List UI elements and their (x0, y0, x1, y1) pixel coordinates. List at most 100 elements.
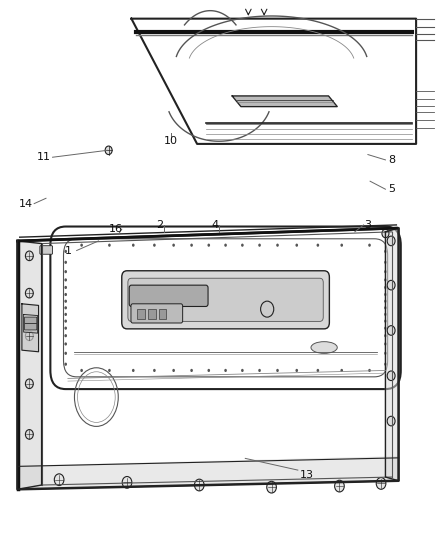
Circle shape (108, 244, 111, 247)
Circle shape (64, 362, 67, 366)
Polygon shape (18, 457, 399, 489)
Circle shape (384, 313, 387, 316)
Circle shape (384, 352, 387, 355)
Circle shape (296, 369, 298, 372)
Circle shape (64, 319, 67, 322)
Circle shape (208, 244, 210, 247)
Text: 4: 4 (211, 220, 218, 230)
Circle shape (276, 244, 279, 247)
Circle shape (382, 229, 389, 238)
Circle shape (25, 251, 33, 261)
Text: 13: 13 (300, 471, 314, 480)
Circle shape (335, 480, 344, 492)
Circle shape (108, 369, 111, 372)
FancyBboxPatch shape (131, 304, 183, 323)
Circle shape (64, 286, 67, 289)
Bar (159, 309, 166, 319)
Polygon shape (24, 314, 38, 333)
Circle shape (384, 270, 387, 273)
Circle shape (64, 342, 67, 345)
Circle shape (25, 379, 33, 389)
Circle shape (387, 280, 395, 290)
Circle shape (387, 416, 395, 426)
Circle shape (64, 352, 67, 355)
Circle shape (384, 362, 387, 366)
Circle shape (172, 244, 175, 247)
Circle shape (172, 369, 175, 372)
Circle shape (340, 369, 343, 372)
Circle shape (64, 250, 67, 253)
Text: 8: 8 (389, 155, 396, 165)
Circle shape (384, 286, 387, 289)
Text: 11: 11 (37, 152, 51, 162)
Text: 14: 14 (19, 199, 33, 208)
Circle shape (241, 244, 244, 247)
FancyBboxPatch shape (128, 278, 323, 321)
Circle shape (64, 334, 67, 337)
Circle shape (340, 244, 343, 247)
Circle shape (153, 369, 155, 372)
Circle shape (132, 369, 134, 372)
FancyBboxPatch shape (25, 317, 37, 324)
FancyBboxPatch shape (122, 271, 329, 329)
Circle shape (317, 369, 319, 372)
Text: 10: 10 (164, 136, 178, 146)
Circle shape (384, 250, 387, 253)
Polygon shape (385, 228, 399, 481)
Polygon shape (22, 304, 39, 352)
Circle shape (384, 293, 387, 296)
Circle shape (64, 300, 67, 303)
Circle shape (317, 244, 319, 247)
Circle shape (25, 288, 33, 298)
Circle shape (384, 342, 387, 345)
Circle shape (80, 244, 83, 247)
FancyBboxPatch shape (40, 246, 53, 254)
Circle shape (241, 369, 244, 372)
Circle shape (132, 244, 134, 247)
Circle shape (384, 334, 387, 337)
Circle shape (296, 244, 298, 247)
Circle shape (384, 300, 387, 303)
Circle shape (384, 278, 387, 281)
Circle shape (25, 430, 33, 439)
Circle shape (54, 474, 64, 486)
FancyBboxPatch shape (129, 285, 208, 306)
Circle shape (64, 327, 67, 330)
Bar (137, 309, 145, 319)
Circle shape (64, 278, 67, 281)
Text: 2: 2 (156, 220, 163, 230)
Polygon shape (232, 96, 337, 107)
Text: 1: 1 (64, 246, 71, 255)
Circle shape (261, 301, 274, 317)
Polygon shape (18, 241, 42, 489)
Text: 3: 3 (364, 220, 371, 230)
Circle shape (153, 244, 155, 247)
Circle shape (224, 369, 227, 372)
Circle shape (258, 369, 261, 372)
Circle shape (208, 369, 210, 372)
Circle shape (387, 371, 395, 381)
Circle shape (276, 369, 279, 372)
Circle shape (64, 293, 67, 296)
Circle shape (105, 146, 112, 155)
Circle shape (384, 306, 387, 309)
Circle shape (368, 369, 371, 372)
Circle shape (64, 306, 67, 309)
Circle shape (368, 244, 371, 247)
Bar (148, 309, 156, 319)
Circle shape (194, 479, 204, 491)
Circle shape (267, 481, 276, 493)
Circle shape (122, 477, 132, 488)
Circle shape (224, 244, 227, 247)
Text: 16: 16 (109, 224, 123, 234)
Circle shape (258, 244, 261, 247)
Circle shape (64, 313, 67, 316)
Circle shape (387, 236, 395, 246)
Circle shape (64, 261, 67, 264)
Circle shape (190, 369, 193, 372)
Circle shape (384, 261, 387, 264)
Circle shape (25, 331, 33, 341)
Circle shape (387, 326, 395, 335)
Circle shape (384, 327, 387, 330)
Circle shape (384, 319, 387, 322)
